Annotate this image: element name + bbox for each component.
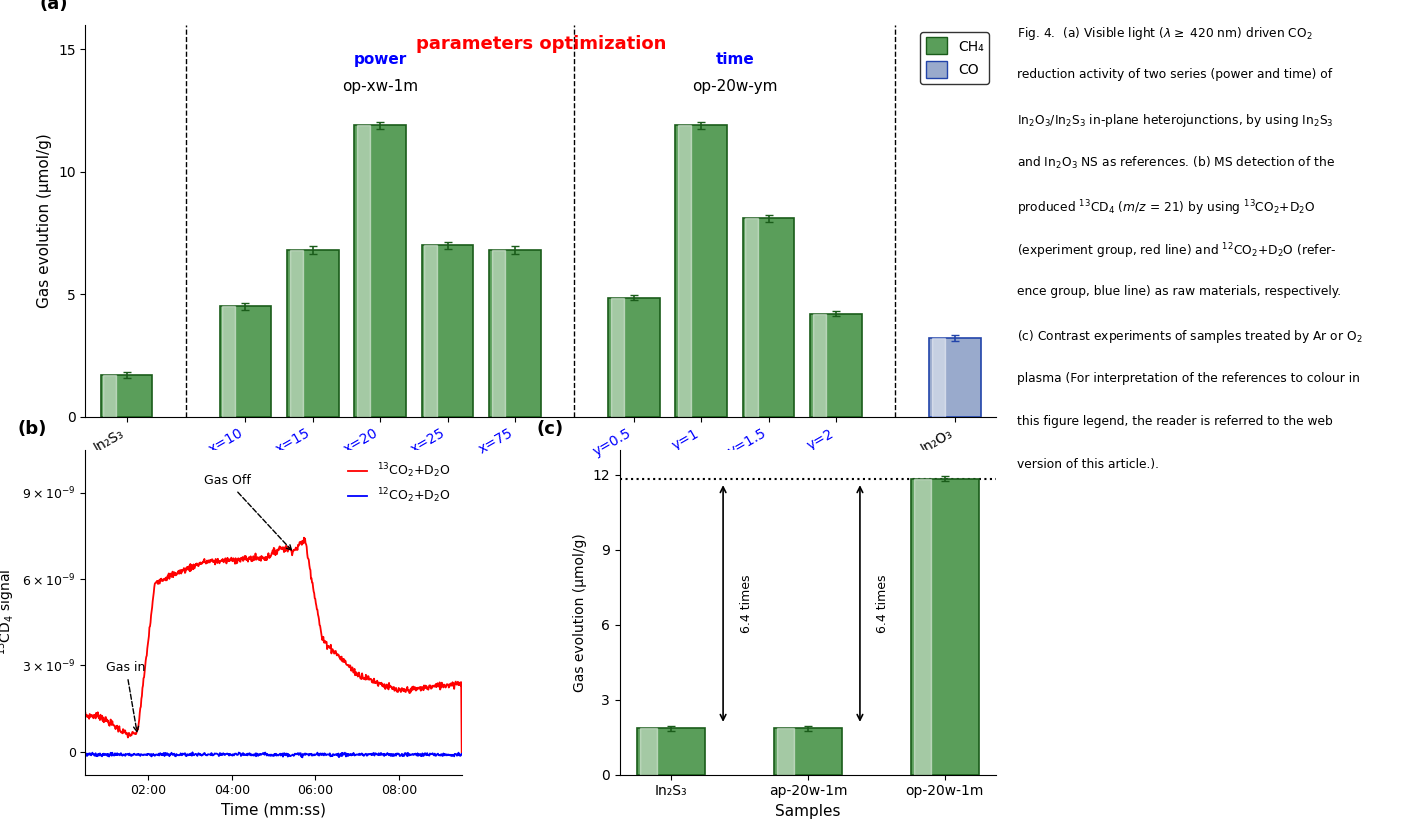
Text: power: power <box>353 52 407 67</box>
Bar <box>743 218 794 416</box>
$^{13}$CO$_2$+D$_2$O <box>196 554 213 564</box>
$^{12}$CO$_2$+D$_2$O <box>417 749 434 759</box>
$^{12}$CO$_2$+D$_2$O <box>184 751 201 761</box>
Text: Fig. 4.  (a) Visible light ($\lambda \geq$ 420 nm) driven CO$_2$: Fig. 4. (a) Visible light ($\lambda \geq… <box>1017 25 1313 42</box>
$^{12}$CO$_2$+D$_2$O <box>324 750 342 760</box>
Bar <box>104 375 117 416</box>
Bar <box>777 728 794 775</box>
Text: op-20w-ym: op-20w-ym <box>692 79 778 94</box>
Bar <box>219 307 272 416</box>
Text: and In$_2$O$_3$ NS as references. (b) MS detection of the: and In$_2$O$_3$ NS as references. (b) MS… <box>1017 155 1335 171</box>
Text: plasma (For interpretation of the references to colour in: plasma (For interpretation of the refere… <box>1017 372 1360 385</box>
Bar <box>810 314 862 416</box>
Bar <box>357 125 370 416</box>
Text: this figure legend, the reader is referred to the web: this figure legend, the reader is referr… <box>1017 415 1333 428</box>
Bar <box>290 250 303 416</box>
Bar <box>638 728 706 775</box>
$^{13}$CO$_2$+D$_2$O <box>184 561 201 571</box>
X-axis label: Samples: Samples <box>776 804 841 819</box>
Bar <box>914 478 931 775</box>
Bar <box>746 218 758 416</box>
Bar <box>679 125 692 416</box>
Text: produced $^{13}$CD$_4$ ($m$/$z$ = 21) by using $^{13}$CO$_2$+D$_2$O: produced $^{13}$CD$_4$ ($m$/$z$ = 21) by… <box>1017 198 1316 218</box>
Line: $^{13}$CO$_2$+D$_2$O: $^{13}$CO$_2$+D$_2$O <box>85 537 461 752</box>
Text: Gas in: Gas in <box>107 661 145 731</box>
Y-axis label: Gas evolution (μmol/g): Gas evolution (μmol/g) <box>37 133 53 308</box>
Bar <box>424 245 437 416</box>
Bar <box>222 307 235 416</box>
$^{12}$CO$_2$+D$_2$O <box>184 747 201 757</box>
Text: time: time <box>716 52 754 67</box>
Legend: $^{13}$CO$_2$+D$_2$O, $^{12}$CO$_2$+D$_2$O: $^{13}$CO$_2$+D$_2$O, $^{12}$CO$_2$+D$_2… <box>343 456 455 510</box>
Text: (b): (b) <box>17 420 47 437</box>
Text: Gas Off: Gas Off <box>203 474 292 550</box>
X-axis label: Time (mm:ss): Time (mm:ss) <box>221 803 326 818</box>
Bar <box>608 298 660 416</box>
Bar <box>932 338 945 416</box>
Bar <box>929 338 980 416</box>
Line: $^{12}$CO$_2$+D$_2$O: $^{12}$CO$_2$+D$_2$O <box>85 752 461 757</box>
$^{13}$CO$_2$+D$_2$O <box>296 532 313 542</box>
Bar <box>421 245 474 416</box>
Text: (a): (a) <box>40 0 68 13</box>
Legend: CH₄, CO: CH₄, CO <box>921 32 989 84</box>
Y-axis label: $^{13}$CD$_4$ signal: $^{13}$CD$_4$ signal <box>0 569 17 656</box>
Bar <box>640 728 657 775</box>
Text: 6.4 times: 6.4 times <box>740 574 753 633</box>
Text: (c) Contrast experiments of samples treated by Ar or O$_2$: (c) Contrast experiments of samples trea… <box>1017 328 1363 345</box>
Text: version of this article.).: version of this article.). <box>1017 458 1160 471</box>
Bar <box>774 728 842 775</box>
$^{13}$CO$_2$+D$_2$O <box>77 708 94 718</box>
Text: op-xw-1m: op-xw-1m <box>342 79 418 94</box>
$^{12}$CO$_2$+D$_2$O <box>371 750 388 760</box>
Text: ence group, blue line) as raw materials, respectively.: ence group, blue line) as raw materials,… <box>1017 285 1342 298</box>
Y-axis label: Gas evolution (μmol/g): Gas evolution (μmol/g) <box>573 533 586 691</box>
$^{12}$CO$_2$+D$_2$O <box>169 751 186 761</box>
Text: (c): (c) <box>536 420 564 437</box>
$^{12}$CO$_2$+D$_2$O <box>196 748 213 758</box>
Bar <box>911 478 979 775</box>
Bar <box>354 125 406 416</box>
Bar <box>610 298 623 416</box>
$^{13}$CO$_2$+D$_2$O <box>417 683 434 693</box>
$^{13}$CO$_2$+D$_2$O <box>324 646 342 656</box>
Text: reduction activity of two series (power and time) of: reduction activity of two series (power … <box>1017 68 1332 82</box>
$^{13}$CO$_2$+D$_2$O <box>169 567 186 577</box>
Text: 6.4 times: 6.4 times <box>877 574 889 633</box>
$^{12}$CO$_2$+D$_2$O <box>77 750 94 760</box>
$^{13}$CO$_2$+D$_2$O <box>370 677 387 687</box>
Bar <box>101 375 152 416</box>
$^{12}$CO$_2$+D$_2$O <box>453 749 470 759</box>
Bar <box>287 250 339 416</box>
$^{12}$CO$_2$+D$_2$O <box>293 752 310 762</box>
Text: In$_2$O$_3$/In$_2$S$_3$ in-plane heterojunctions, by using In$_2$S$_3$: In$_2$O$_3$/In$_2$S$_3$ in-plane heteroj… <box>1017 112 1335 128</box>
$^{13}$CO$_2$+D$_2$O <box>453 747 470 757</box>
Bar <box>676 125 727 416</box>
Text: (experiment group, red line) and $^{12}$CO$_2$+D$_2$O (refer-: (experiment group, red line) and $^{12}$… <box>1017 242 1338 262</box>
Bar <box>813 314 825 416</box>
Bar <box>492 250 505 416</box>
Bar <box>490 250 541 416</box>
Text: parameters optimization: parameters optimization <box>416 35 666 52</box>
